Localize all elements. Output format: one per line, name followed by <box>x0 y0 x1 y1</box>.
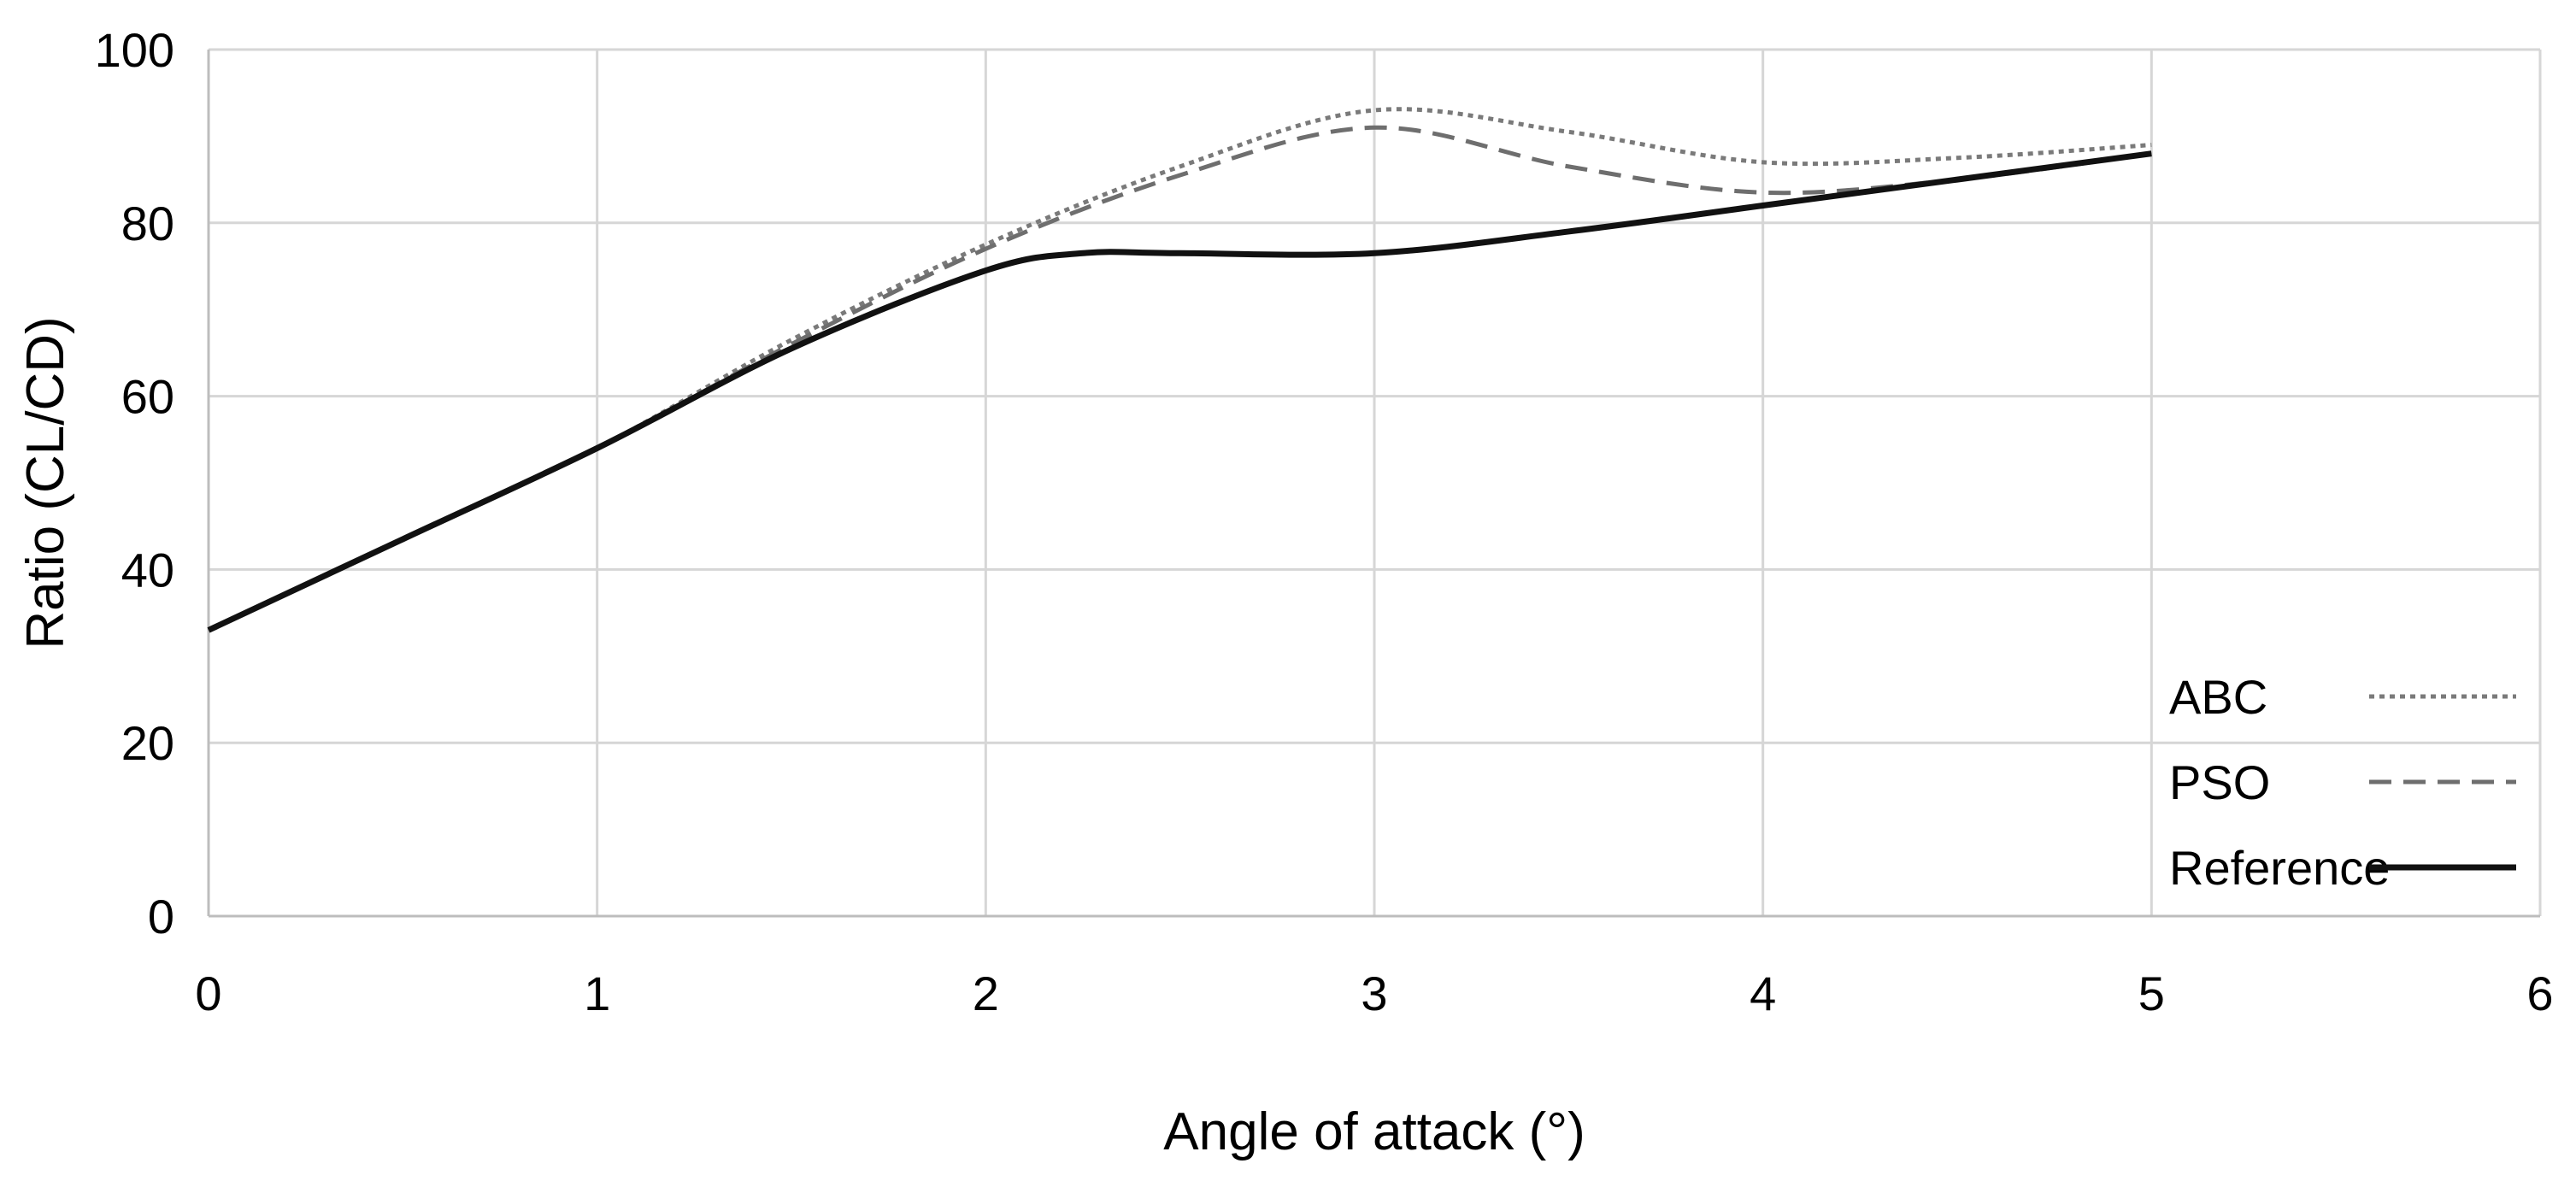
series-lines <box>207 107 2152 633</box>
x-axis-title: Angle of attack (°) <box>1163 1102 1585 1161</box>
y-tick-label: 0 <box>148 890 174 943</box>
series-line-pso <box>207 125 2152 632</box>
x-tick-label: 4 <box>1750 967 1776 1020</box>
x-tick-label: 3 <box>1361 967 1387 1020</box>
series-line-abc <box>207 107 2152 632</box>
y-axis-title: Ratio (CL/CD) <box>16 316 75 649</box>
y-tick-label: 60 <box>121 370 174 424</box>
axes: 0 20 40 60 80 100 0 1 2 3 4 5 6 <box>95 23 2554 1020</box>
x-tick-label: 6 <box>2526 967 2553 1020</box>
series-line-reference <box>207 150 2152 633</box>
x-tick-label: 2 <box>973 967 999 1020</box>
x-tick-label: 0 <box>195 967 221 1020</box>
y-tick-label: 20 <box>121 716 174 770</box>
x-tick-label: 1 <box>584 967 610 1020</box>
x-tick-label: 5 <box>2138 967 2165 1020</box>
legend-label-abc: ABC <box>2169 670 2267 724</box>
y-tick-label: 40 <box>121 543 174 596</box>
legend: ABC PSO Reference <box>2169 670 2516 895</box>
grid <box>209 48 2542 916</box>
legend-label-pso: PSO <box>2169 755 2270 809</box>
y-tick-label: 100 <box>95 23 174 77</box>
legend-label-reference: Reference <box>2169 841 2390 895</box>
y-tick-label: 80 <box>121 197 174 250</box>
